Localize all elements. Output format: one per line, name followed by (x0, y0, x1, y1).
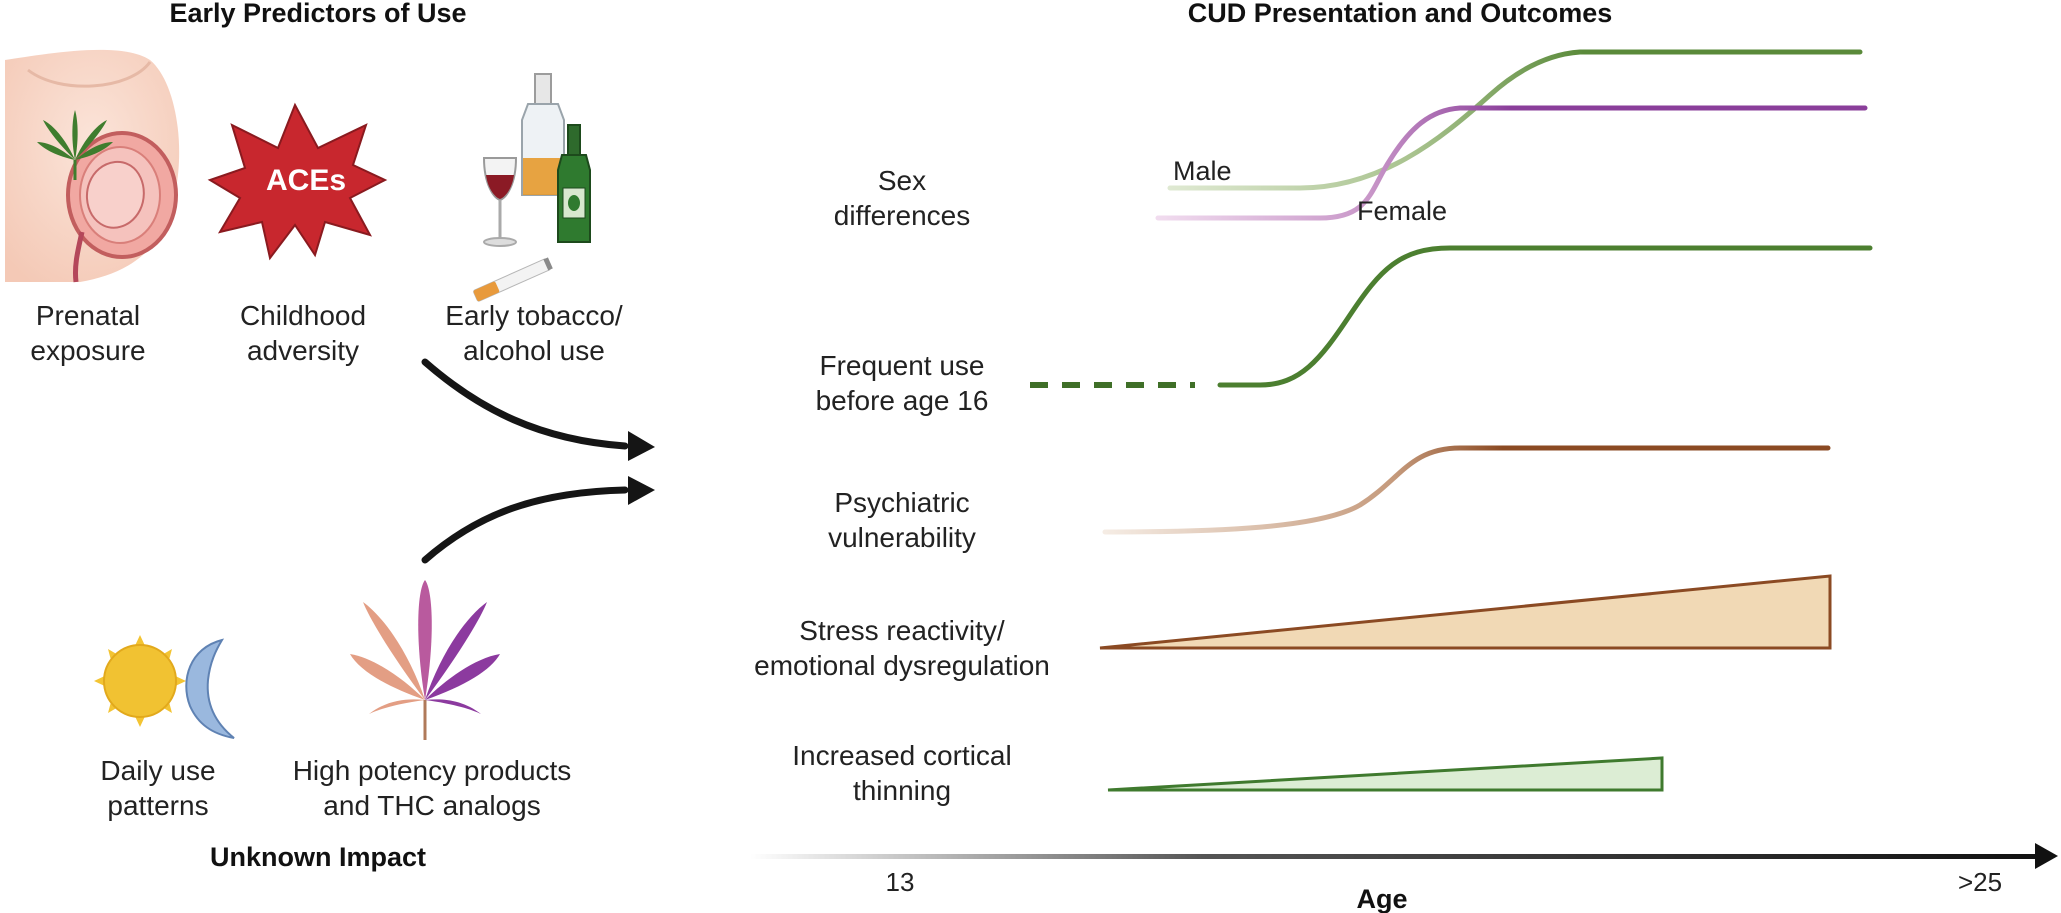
stress-label-line1: Stress reactivity/ (799, 615, 1005, 646)
psychiatric-label-line1: Psychiatric (834, 487, 969, 518)
left-panel-title: Early Predictors of Use (169, 0, 466, 28)
sex-differences-label-line2: differences (834, 200, 970, 231)
psychiatric-label-line2: vulnerability (828, 522, 976, 553)
aces-burst-icon: ACEs (207, 102, 388, 261)
cortical-wedge (1107, 756, 1664, 792)
right-panel-title: CUD Presentation and Outcomes (1188, 0, 1613, 28)
aces-badge-text: ACEs (266, 164, 346, 197)
daily-use-label-line1: Daily use (100, 755, 215, 786)
tobacco-label-line1: Early tobacco/ (445, 300, 623, 331)
male-curve (1167, 49, 1863, 191)
male-series-label: Male (1173, 156, 1232, 186)
alcohol-tobacco-icon (473, 73, 591, 302)
frequent-use-label-line2: before age 16 (816, 385, 989, 416)
age-tick-start: 13 (886, 867, 915, 897)
stress-wedge (1099, 574, 1832, 650)
daily-use-label-line2: patterns (107, 790, 208, 821)
potency-label-line1: High potency products (293, 755, 572, 786)
age-axis-arrowhead (2035, 843, 2058, 869)
childhood-label-line2: adversity (247, 335, 359, 366)
psychiatric-curve (1102, 445, 1831, 535)
female-curve (1155, 105, 1868, 221)
sex-differences-label-line1: Sex (878, 165, 926, 196)
pregnant-fetus-cannabis-icon (5, 49, 180, 283)
arrow-head-upper (628, 431, 655, 461)
age-tick-end: >25 (1958, 867, 2002, 897)
prenatal-label-line2: exposure (30, 335, 145, 366)
cannabis-leaf-icon (350, 580, 500, 740)
arrow-head-lower (628, 476, 655, 505)
age-axis (750, 843, 2058, 869)
tobacco-label-line2: alcohol use (463, 335, 605, 366)
unknown-impact-title: Unknown Impact (210, 842, 426, 872)
frequent-use-curve (1217, 245, 1873, 388)
potency-label-line2: and THC analogs (323, 790, 540, 821)
childhood-label-line1: Childhood (240, 300, 366, 331)
cortical-label-line1: Increased cortical (792, 740, 1011, 771)
female-series-label: Female (1357, 196, 1447, 226)
frequent-use-label-line1: Frequent use (820, 350, 985, 381)
cortical-label-line2: thinning (853, 775, 951, 806)
prenatal-label-line1: Prenatal (36, 300, 140, 331)
sun-moon-icon (94, 635, 235, 739)
age-axis-label: Age (1356, 884, 1407, 913)
stress-label-line2: emotional dysregulation (754, 650, 1050, 681)
predictor-arrows (421, 358, 655, 564)
